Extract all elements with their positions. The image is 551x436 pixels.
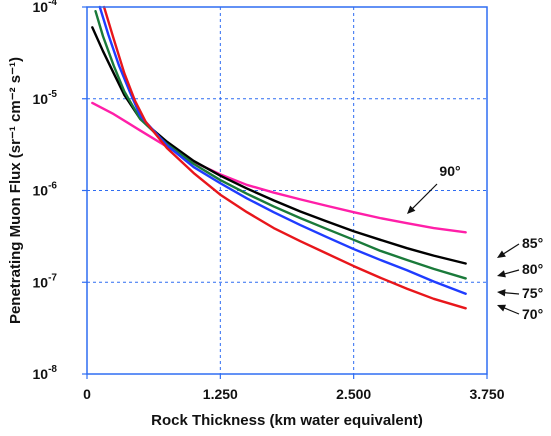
annotation-arrowhead <box>497 270 506 278</box>
y-tick-label: 10-8 <box>33 364 58 382</box>
y-tick-exponent: -8 <box>48 364 57 375</box>
series-annotations: 90° 85° 80° 75° 70° <box>407 163 543 322</box>
series-line-85deg <box>91 26 467 265</box>
data-series <box>91 5 467 310</box>
x-axis-label: Rock Thickness (km water equivalent) <box>151 412 423 429</box>
series-line-70deg <box>102 5 467 310</box>
annotation-arrow-line <box>503 307 520 315</box>
series-label-90deg: 90° <box>439 163 460 179</box>
x-tick-label: 1.250 <box>203 386 238 402</box>
annotation-arrowhead <box>497 250 506 258</box>
y-tick-exponent: -5 <box>48 89 57 100</box>
annotation-arrowhead <box>497 289 506 297</box>
y-tick-label: 10-7 <box>33 272 58 290</box>
x-axis-ticks: 0 1.250 2.500 3.750 <box>83 374 505 402</box>
y-tick-label: 10-4 <box>33 0 58 15</box>
annotation-arrow-line <box>411 183 438 210</box>
series-label-75deg: 75° <box>522 285 543 301</box>
x-tick-label: 0 <box>83 386 91 402</box>
x-tick-label: 2.500 <box>336 386 371 402</box>
grid-lines <box>87 7 487 374</box>
y-tick-exponent: -6 <box>48 181 57 192</box>
x-tick-label: 3.750 <box>469 386 504 402</box>
series-line-90deg <box>91 101 467 234</box>
y-tick-label: 10-6 <box>33 181 58 199</box>
series-label-85deg: 85° <box>522 235 543 251</box>
series-line-75deg <box>98 5 467 295</box>
y-tick-label: 10-5 <box>33 89 58 107</box>
annotation-arrow-line <box>502 243 520 255</box>
series-line-80deg <box>94 10 467 280</box>
y-axis-label: Penetrating Muon Flux (sr⁻¹ cm⁻² s⁻¹) <box>7 57 24 324</box>
annotation-arrowhead <box>497 304 506 312</box>
y-tick-exponent: -7 <box>48 272 57 283</box>
annotation-arrowhead <box>407 205 416 214</box>
annotation-arrow-line <box>504 292 520 295</box>
series-label-70deg: 70° <box>522 306 543 322</box>
series-label-80deg: 80° <box>522 261 543 277</box>
y-axis-ticks: 10-8 10-7 10-6 10-5 10-4 <box>33 0 87 382</box>
annotation-arrow-line <box>503 269 520 275</box>
y-tick-exponent: -4 <box>48 0 57 8</box>
